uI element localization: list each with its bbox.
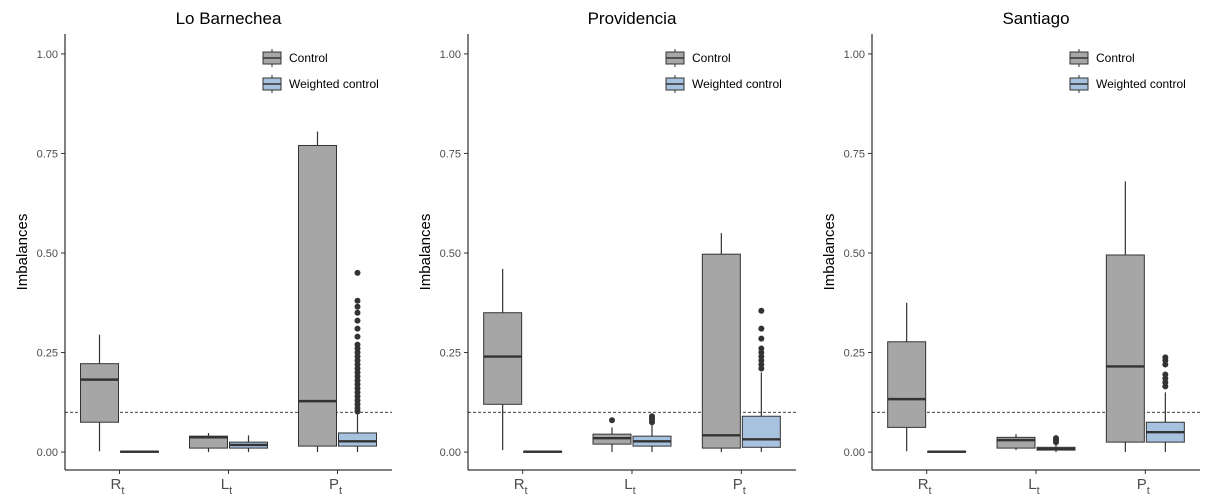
panel-3: Santiago Imbalances 0.00 0.25 0.50 0.75 1.00 Rt…	[821, 9, 1200, 497]
box	[887, 341, 927, 428]
outlier-point	[758, 335, 765, 342]
legend-label: Control	[1096, 51, 1135, 65]
y-tick-label: 0.00	[440, 447, 461, 459]
outlier-point	[354, 341, 361, 348]
legend-label: Weighted control	[1096, 77, 1186, 91]
x-tick-subscript: t	[929, 485, 932, 497]
x-tick-subscript: t	[121, 485, 124, 497]
outlier-point	[1162, 371, 1169, 378]
y-tick-label: 0.75	[440, 148, 461, 160]
outlier-point	[609, 417, 615, 424]
y-axis-label: Imbalances	[821, 214, 838, 291]
box	[80, 363, 119, 423]
panel-title: Providencia	[588, 9, 677, 28]
y-tick-label: 0.75	[844, 148, 865, 160]
x-tick-label: Pt	[1137, 476, 1150, 497]
box	[483, 312, 523, 405]
x-tick-subscript: t	[633, 485, 636, 497]
outlier-point	[758, 345, 765, 352]
box	[298, 144, 337, 447]
panel-title: Santiago	[1002, 9, 1069, 28]
x-tick-subscript: t	[743, 485, 746, 497]
x-tick-subscript: t	[525, 485, 528, 497]
y-tick-label: 0.50	[37, 248, 58, 260]
outlier-point	[758, 325, 765, 332]
outlier-point	[1162, 354, 1169, 361]
outlier-point	[354, 269, 361, 276]
box	[338, 432, 377, 447]
y-tick-label: 0.25	[37, 348, 58, 360]
box	[1105, 254, 1145, 443]
outlier-point	[354, 297, 361, 304]
panel-1: Lo Barnechea Imbalances 0.00 0.25 0.50 0.75 1.…	[14, 9, 392, 497]
x-tick-subscript: t	[339, 485, 342, 497]
y-tick-label: 0.50	[440, 248, 461, 260]
legend-item: Control	[262, 49, 328, 67]
x-tick-label: Lt	[1028, 476, 1039, 497]
outlier-point	[354, 303, 361, 310]
x-tick-label: Lt	[624, 476, 635, 497]
legend-item: Control	[665, 49, 731, 67]
legend-item: Weighted control	[1069, 75, 1186, 93]
panel-2: Providencia Imbalances 0.00 0.25 0.50 0.75 1.0…	[417, 9, 796, 497]
x-tick-subscript: t	[1147, 485, 1150, 497]
legend-label: Control	[692, 51, 731, 65]
y-axis-label: Imbalances	[417, 214, 434, 291]
legend-label: Control	[289, 51, 328, 65]
panel-title: Lo Barnechea	[176, 9, 282, 28]
x-tick-label: Pt	[733, 476, 746, 497]
x-tick-label: Rt	[918, 476, 932, 497]
legend-item: Weighted control	[262, 75, 379, 93]
outlier-point	[354, 333, 361, 340]
x-tick-label: Pt	[329, 476, 342, 497]
legend-item: Control	[1069, 49, 1135, 67]
y-tick-label: 0.00	[844, 447, 865, 459]
box	[996, 436, 1036, 449]
y-tick-label: 1.00	[844, 49, 865, 61]
y-axis-label: Imbalances	[14, 214, 31, 291]
x-tick-label: Rt	[111, 476, 125, 497]
y-tick-label: 0.25	[844, 348, 865, 360]
y-tick-label: 0.75	[37, 148, 58, 160]
x-tick-subscript: t	[1037, 485, 1040, 497]
box	[741, 415, 781, 448]
outlier-point	[354, 309, 361, 316]
outlier-point	[354, 317, 361, 324]
outlier-point	[354, 325, 361, 332]
y-tick-label: 1.00	[440, 49, 461, 61]
box	[701, 253, 741, 449]
x-tick-label: Rt	[514, 476, 528, 497]
x-tick-subscript: t	[229, 485, 232, 497]
outlier-point	[758, 307, 765, 314]
outlier-point	[1053, 435, 1059, 442]
legend-label: Weighted control	[692, 77, 782, 91]
outlier-point	[649, 413, 655, 420]
y-tick-label: 0.25	[440, 348, 461, 360]
y-tick-label: 0.00	[37, 447, 58, 459]
legend-item: Weighted control	[665, 75, 782, 93]
legend-label: Weighted control	[289, 77, 379, 91]
y-tick-label: 1.00	[37, 49, 58, 61]
x-tick-label: Lt	[221, 476, 232, 497]
y-tick-label: 0.50	[844, 248, 865, 260]
